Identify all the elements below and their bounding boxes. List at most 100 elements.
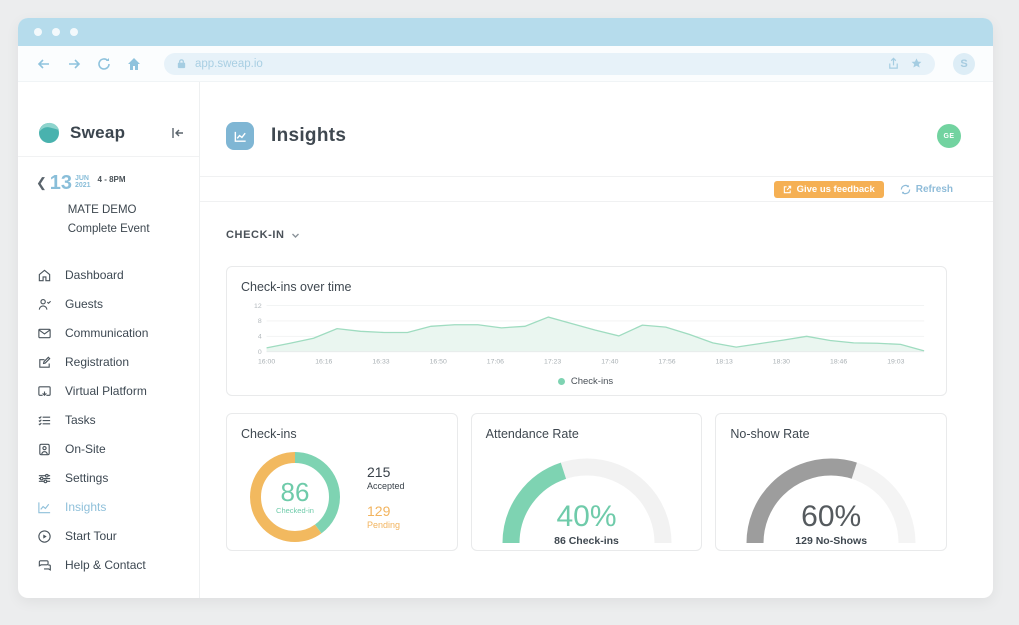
refresh-button[interactable]: Refresh xyxy=(900,184,953,195)
svg-text:17:06: 17:06 xyxy=(487,359,504,366)
sidebar-item-help-contact[interactable]: Help & Contact xyxy=(18,551,199,580)
checked-in-value: 86 xyxy=(280,477,310,507)
legend-label: Check-ins xyxy=(570,376,614,387)
event-year: 2021 xyxy=(74,182,91,189)
pending-value: 129 xyxy=(367,503,391,519)
insights-page-icon xyxy=(226,122,254,150)
checked-in-label: Checked-in xyxy=(276,506,314,515)
window-minimize-dot[interactable] xyxy=(52,28,60,36)
sidebar-item-communication[interactable]: Communication xyxy=(18,319,199,348)
noshow-card-title: No-show Rate xyxy=(730,427,810,441)
sidebar-item-virtual-platform[interactable]: Virtual Platform xyxy=(18,377,199,406)
pending-label: Pending xyxy=(367,520,401,530)
play-circle-icon xyxy=(38,530,51,543)
browser-window: app.sweap.io S Sweap xyxy=(18,18,993,598)
attendance-percent: 40% xyxy=(556,500,617,533)
filter-label: CHECK-IN xyxy=(226,229,285,241)
page-header: Insights GE xyxy=(226,122,961,150)
svg-text:18:13: 18:13 xyxy=(716,359,733,366)
forward-icon[interactable] xyxy=(66,56,96,72)
sidebar-item-dashboard[interactable]: Dashboard xyxy=(18,261,199,290)
attendance-gauge: 40% 86 Check-ins xyxy=(499,455,675,549)
chart-title: Check-ins over time xyxy=(241,280,352,294)
svg-text:17:40: 17:40 xyxy=(601,359,618,366)
event-month: JUN xyxy=(74,175,89,182)
attendance-rate-card: Attendance Rate 40% 86 Check-ins xyxy=(470,413,703,551)
sidebar-divider xyxy=(18,156,199,157)
sidebar: Sweap ❮ 13 JUN 2021 xyxy=(18,82,200,598)
user-avatar[interactable]: GE xyxy=(937,124,961,148)
event-selector[interactable]: ❮ 13 JUN 2021 4 - 8PM MATE DEMO Complete… xyxy=(18,157,199,239)
form-edit-icon xyxy=(39,356,51,368)
sweap-logo-icon xyxy=(39,122,59,143)
home-icon[interactable] xyxy=(126,56,156,72)
line-chart-icon xyxy=(38,502,51,514)
no-show-rate-card: No-show Rate 60% 129 No-Shows xyxy=(715,413,948,551)
checkin-filter-dropdown[interactable]: CHECK-IN xyxy=(226,229,300,241)
envelope-icon xyxy=(38,328,51,339)
stat-cards-row: Check-ins 86 Checked-in xyxy=(226,413,948,551)
svg-text:12: 12 xyxy=(254,303,262,310)
svg-text:16:33: 16:33 xyxy=(372,359,389,366)
reload-icon[interactable] xyxy=(96,56,126,72)
svg-text:19:03: 19:03 xyxy=(887,359,904,366)
brand-name: Sweap xyxy=(70,123,126,142)
window-maximize-dot[interactable] xyxy=(70,28,78,36)
give-feedback-button[interactable]: Give us feedback xyxy=(773,180,884,198)
header-divider xyxy=(200,176,993,177)
page-title: Insights xyxy=(271,125,347,146)
event-time: 4 - 8PM xyxy=(97,175,126,184)
checkins-card: Check-ins 86 Checked-in xyxy=(226,413,458,551)
accepted-label: Accepted xyxy=(367,481,405,491)
badge-person-icon xyxy=(39,443,50,456)
event-date: 13 JUN 2021 4 - 8PM xyxy=(49,172,126,194)
svg-text:0: 0 xyxy=(258,349,262,356)
svg-text:16:16: 16:16 xyxy=(315,359,332,366)
svg-text:17:56: 17:56 xyxy=(658,359,675,366)
checklist-icon xyxy=(38,416,51,426)
main-area: Insights GE Give us feedback Refresh xyxy=(200,82,993,598)
checkins-area-chart: 0 4 8 12 16:00 16:16 16:33 16:50 17:06 17:23 17:4… xyxy=(241,300,930,374)
brand-row: Sweap xyxy=(38,122,185,144)
window-close-dot[interactable] xyxy=(34,28,42,36)
svg-text:18:30: 18:30 xyxy=(773,359,790,366)
sidebar-item-registration[interactable]: Registration xyxy=(18,348,199,377)
chat-bubbles-icon xyxy=(38,560,51,571)
svg-text:16:00: 16:00 xyxy=(258,359,275,366)
back-icon[interactable] xyxy=(36,56,66,72)
attendance-sub-label: 86 Check-ins xyxy=(554,535,619,547)
sidebar-item-tasks[interactable]: Tasks xyxy=(18,406,199,435)
url-text: app.sweap.io xyxy=(195,57,263,70)
insights-body: CHECK-IN Check-ins over time 0 4 8 12 16:00… xyxy=(200,202,993,598)
external-link-icon xyxy=(783,185,791,193)
share-icon[interactable] xyxy=(887,57,900,70)
sidebar-item-settings[interactable]: Settings xyxy=(18,464,199,493)
refresh-icon xyxy=(900,184,910,194)
sidebar-item-on-site[interactable]: On-Site xyxy=(18,435,199,464)
svg-text:16:50: 16:50 xyxy=(430,359,447,366)
legend-dot-icon xyxy=(557,378,565,385)
sliders-icon xyxy=(38,473,51,484)
chart-legend: Check-ins xyxy=(241,376,930,387)
sidebar-footer: Start Tour Help & Contact xyxy=(18,522,199,598)
home-icon xyxy=(38,269,51,282)
lock-icon xyxy=(177,59,186,69)
star-icon[interactable] xyxy=(910,57,923,70)
svg-text:17:23: 17:23 xyxy=(544,359,561,366)
noshow-gauge: 60% 129 No-Shows xyxy=(743,455,919,549)
accepted-value: 215 xyxy=(367,464,391,480)
sidebar-item-guests[interactable]: Guests xyxy=(18,290,199,319)
browser-titlebar xyxy=(18,18,993,46)
browser-toolbar: app.sweap.io S xyxy=(18,46,993,82)
collapse-sidebar-icon[interactable] xyxy=(171,126,185,140)
address-bar[interactable]: app.sweap.io xyxy=(164,52,935,75)
noshow-sub-label: 129 No-Shows xyxy=(795,535,868,547)
sidebar-item-insights[interactable]: Insights xyxy=(18,493,199,522)
previous-event-chevron-icon[interactable]: ❮ xyxy=(36,175,47,190)
browser-profile-avatar[interactable]: S xyxy=(953,52,975,75)
svg-text:8: 8 xyxy=(258,318,262,325)
screen-cast-icon xyxy=(38,386,51,396)
chevron-down-icon xyxy=(291,233,299,238)
sidebar-item-start-tour[interactable]: Start Tour xyxy=(18,522,199,551)
